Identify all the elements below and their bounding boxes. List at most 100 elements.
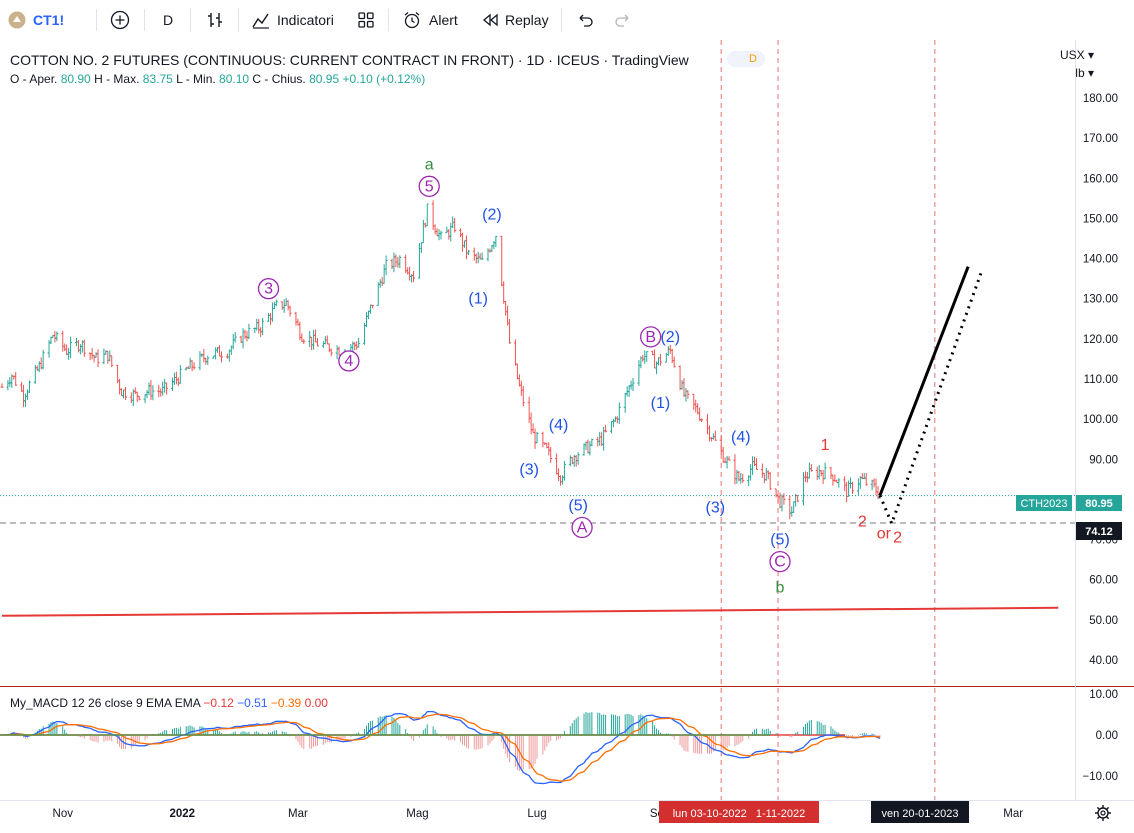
wave-labels-group: a5(2)(1)34B (2)(1)(4)(3)(5)A(4)(3)(5)Cb12… [257, 156, 902, 597]
wave-text: B [645, 329, 656, 346]
wave-label: (2) [482, 206, 502, 223]
replay-button[interactable]: Replay [481, 0, 549, 40]
macd-line-value: −0.51 [237, 696, 268, 710]
wave-circle [257, 278, 280, 300]
price-tick-label: 170.00 [1083, 133, 1118, 145]
time-tick-label: Mag [406, 808, 428, 820]
price-bar [727, 456, 731, 461]
wave-label: A [571, 516, 593, 539]
price-tick-label: 60.00 [1089, 575, 1118, 587]
price-bar [809, 464, 813, 472]
interval-badge[interactable]: D [727, 51, 765, 67]
indicators-button[interactable]: Indicatori [251, 0, 334, 40]
price-bar [329, 348, 333, 357]
price-bar [686, 390, 690, 399]
grid-layout-icon [358, 12, 374, 28]
wave-label: (4) [731, 429, 751, 446]
wave-text: a [425, 156, 434, 173]
wave-circle [571, 516, 593, 539]
last-price-symbol: CTH2023 [1020, 498, 1067, 510]
wave-text: (4) [731, 429, 751, 446]
macd-legend[interactable]: My_MACD 12 26 close 9 EMA EMA −0.12 −0.5… [10, 696, 328, 710]
price-bar [398, 255, 402, 269]
alarm-clock-icon [404, 12, 420, 29]
price-bar [247, 323, 251, 340]
wave-text: C [774, 554, 786, 571]
price-tick-label: 130.00 [1083, 294, 1118, 306]
wave-circle [338, 350, 360, 372]
wave-text: (5) [770, 532, 790, 549]
price-bar [549, 446, 553, 463]
price-bar [645, 351, 649, 362]
wave-label: 5 [418, 175, 440, 197]
ohlc-legend: O - Aper. 80.90 H - Max. 83.75 L - Min. … [10, 72, 425, 86]
wave-text: 2 [893, 530, 902, 547]
price-tick-label: 150.00 [1083, 213, 1118, 225]
vertical-lines-group [720, 40, 936, 800]
price-ticks-group: 180.00 170.00 160.00 150.00 140.00 130.00 120.… [1083, 93, 1118, 667]
top-toolbar: CT1! D Indicatori Alert Replay [0, 0, 1134, 41]
wave-label: (1) [468, 291, 488, 308]
price-bar [508, 318, 512, 344]
alert-button[interactable]: Alert [402, 0, 458, 40]
compare-add-button[interactable] [110, 0, 130, 40]
replay-label: Replay [505, 12, 549, 28]
wave-text: (3) [706, 499, 726, 516]
wave-label: 3 [257, 278, 280, 300]
wave-label: 1 [821, 437, 830, 454]
price-bar [316, 338, 320, 347]
wave-label: (5) [770, 532, 790, 549]
wave-text: 3 [264, 281, 273, 298]
wave-label: 2 [893, 530, 902, 547]
trendline-group[interactable] [1, 606, 1059, 617]
wave-text: (1) [468, 291, 488, 308]
projection-solid-line[interactable] [878, 266, 970, 496]
symbol-button[interactable]: CT1! [8, 0, 64, 40]
unit-selector[interactable]: lb ▾ [1075, 66, 1094, 80]
wave-text: b [776, 580, 785, 597]
wave-circle [418, 175, 440, 197]
price-bar [590, 438, 594, 447]
price-bar [151, 385, 155, 401]
projection-group[interactable] [878, 266, 984, 528]
close-label: C - Chius. [252, 72, 306, 86]
undo-icon [579, 14, 593, 27]
support-trendline[interactable] [1, 606, 1059, 617]
price-bar [617, 402, 621, 424]
interval-button[interactable]: D [163, 0, 173, 40]
price-bar [384, 255, 388, 276]
indicators-icon [252, 13, 269, 29]
chart-area[interactable]: a5(2)(1)34B (2)(1)(4)(3)(5)A(4)(3)(5)Cb12… [0, 40, 1134, 833]
time-tick-label: Nov [53, 808, 74, 820]
time-tick-label: Mar [1003, 808, 1023, 820]
macd-tick-label: 0.00 [1096, 730, 1118, 742]
price-bar [219, 351, 223, 363]
chart-type-button[interactable] [205, 0, 225, 40]
wave-circle [640, 326, 662, 348]
price-tick-label: 160.00 [1083, 173, 1118, 185]
undo-button[interactable] [576, 0, 594, 40]
symbol-legend[interactable]: COTTON NO. 2 FUTURES (CONTINUOUS: CURREN… [10, 51, 689, 69]
wave-text: A [577, 520, 588, 537]
price-tick-label: 120.00 [1083, 334, 1118, 346]
price-bar [754, 458, 758, 470]
wave-label: a [425, 156, 434, 173]
price-bar [27, 380, 31, 394]
price-bar [658, 353, 662, 366]
close-value: 80.95 [309, 72, 340, 86]
wave-label: b [776, 580, 785, 597]
wave-text: 2 [858, 513, 867, 530]
bars-chart-icon [208, 13, 222, 27]
templates-button[interactable] [356, 0, 376, 40]
macd-zero-value: 0.00 [304, 696, 328, 710]
currency-selector[interactable]: USX ▾ [1059, 48, 1094, 62]
wave-label: 2 [858, 513, 867, 530]
settings-gear-icon[interactable] [1095, 805, 1111, 821]
wave-text: (2) [660, 329, 680, 346]
wave-label: or [877, 526, 892, 543]
macd-group [0, 710, 881, 785]
time-tick-label: Mar [288, 808, 308, 820]
change-value: +0.10 (+0.12%) [342, 72, 426, 86]
wave-label: C [769, 550, 791, 573]
redo-button[interactable] [614, 0, 632, 40]
